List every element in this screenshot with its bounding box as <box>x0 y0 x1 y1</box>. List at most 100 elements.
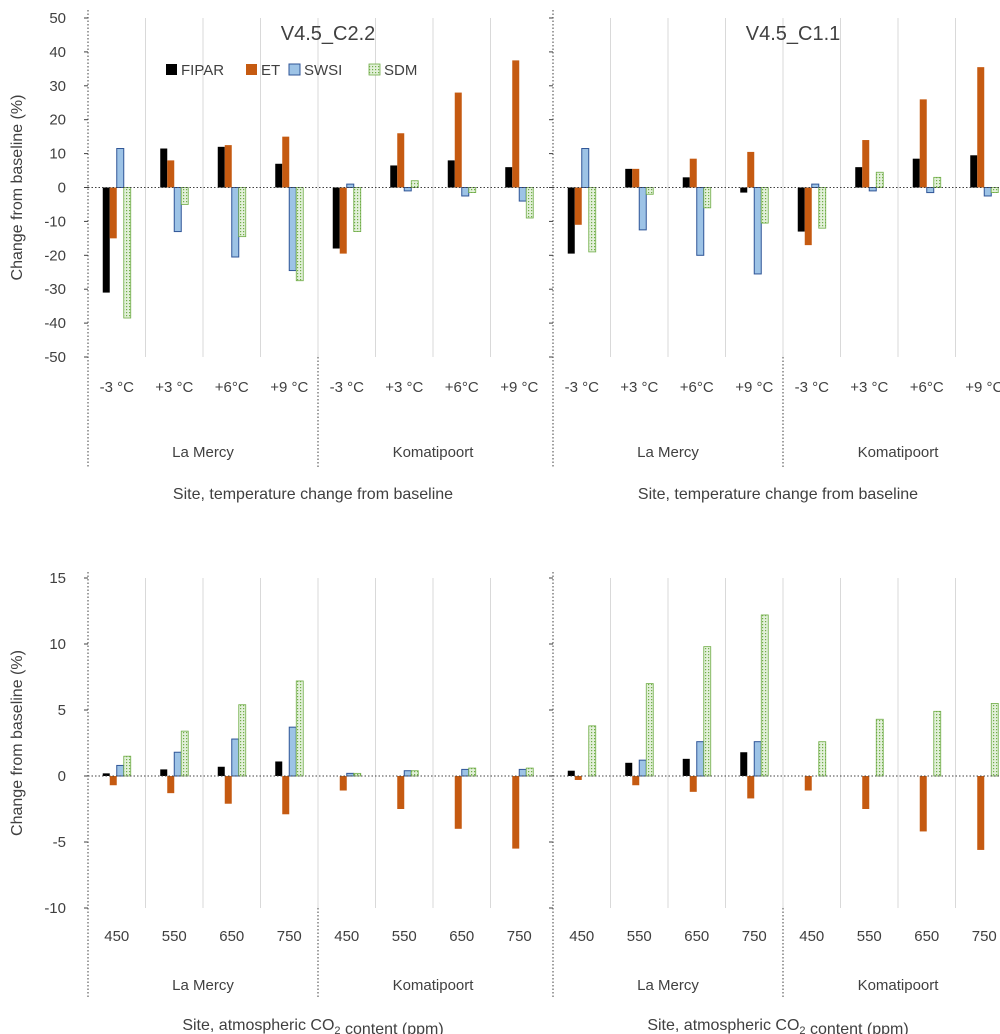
bar-et-7 <box>454 92 462 188</box>
bar-et-2 <box>632 168 640 188</box>
bar-et-3 <box>689 776 697 792</box>
bar-swsi-3 <box>696 741 705 777</box>
bar-fipar-4 <box>740 752 748 776</box>
bar-swsi-2 <box>173 751 182 777</box>
bar-et-6 <box>397 133 405 188</box>
bar-swsi-3 <box>231 187 240 258</box>
x-category-label: 750 <box>742 928 767 945</box>
x-category-label: -3 °C <box>795 379 830 396</box>
x-category-label: 650 <box>684 928 709 945</box>
x-category-label: 550 <box>162 928 187 945</box>
chart-title: V4.5_C1.1 <box>746 23 841 45</box>
bar-et-3 <box>224 776 232 804</box>
x-axis-label: Site, atmospheric CO2 content (ppm) <box>647 1017 908 1034</box>
y-tick-label: 40 <box>49 44 66 61</box>
bar-sdm-5 <box>353 772 362 777</box>
bar-sdm-2 <box>645 187 654 195</box>
bar-fipar-2 <box>625 762 633 776</box>
bar-et-1 <box>109 776 117 786</box>
legend-swatch-sdm <box>368 63 381 76</box>
bar-swsi-2 <box>173 187 182 233</box>
bar-swsi-4 <box>288 187 297 272</box>
bar-swsi-6 <box>868 187 877 192</box>
x-axis-label: Site, temperature change from baseline <box>173 486 453 503</box>
bar-fipar-3 <box>217 146 225 188</box>
bar-sdm-4 <box>295 680 304 777</box>
bar-fipar-4 <box>275 761 283 776</box>
y-tick-label: -20 <box>44 247 66 264</box>
bar-swsi-5 <box>346 183 355 189</box>
bar-et-1 <box>574 776 582 780</box>
bar-swsi-8 <box>518 768 527 777</box>
bar-swsi-4 <box>753 187 762 275</box>
bar-sdm-6 <box>875 171 884 188</box>
bar-fipar-4 <box>275 163 283 188</box>
bar-fipar-1 <box>102 773 110 776</box>
x-category-label: +6°C <box>680 379 714 396</box>
x-category-label: -3 °C <box>100 379 135 396</box>
x-group-label: La Mercy <box>637 444 699 461</box>
bar-fipar-2 <box>160 148 168 188</box>
bar-swsi-4 <box>288 726 297 777</box>
x-group-label: La Mercy <box>172 977 234 994</box>
bar-sdm-8 <box>990 187 999 193</box>
y-tick-label: 20 <box>49 112 66 129</box>
x-category-label: +9 °C <box>270 379 308 396</box>
x-category-label: -3 °C <box>565 379 600 396</box>
x-category-label: 550 <box>392 928 417 945</box>
x-axis-label: Site, temperature change from baseline <box>638 486 918 503</box>
bar-sdm-5 <box>353 187 362 232</box>
y-tick-label: 0 <box>58 768 66 785</box>
x-category-label: -3 °C <box>330 379 365 396</box>
bar-swsi-3 <box>231 738 240 777</box>
x-category-label: +3 °C <box>850 379 888 396</box>
x-category-label: 450 <box>104 928 129 945</box>
y-tick-label: -5 <box>53 834 66 851</box>
x-category-label: +9 °C <box>735 379 773 396</box>
bar-sdm-2 <box>180 730 189 777</box>
bar-fipar-6 <box>855 167 863 188</box>
bar-fipar-2 <box>160 769 168 776</box>
bar-sdm-7 <box>468 767 477 777</box>
x-category-label: +3 °C <box>155 379 193 396</box>
legend-label-swsi: SWSI <box>304 62 342 79</box>
bar-et-4 <box>282 136 290 188</box>
x-category-label: +3 °C <box>385 379 423 396</box>
x-group-label: La Mercy <box>172 444 234 461</box>
bar-et-4 <box>747 151 755 188</box>
legend: FIPAR ET SWSI SDM <box>166 62 417 79</box>
bar-sdm-5 <box>818 187 827 229</box>
bar-et-8 <box>512 776 520 849</box>
bar-swsi-4 <box>753 741 762 777</box>
bar-fipar-8 <box>970 155 978 188</box>
bar-et-7 <box>454 776 462 829</box>
bar-fipar-5 <box>332 187 340 249</box>
bar-swsi-5 <box>811 183 820 189</box>
bar-sdm-3 <box>703 646 712 777</box>
bar-swsi-6 <box>403 770 412 777</box>
bar-sdm-4 <box>760 614 769 777</box>
bar-fipar-7 <box>447 160 455 188</box>
x-category-label: 550 <box>857 928 882 945</box>
legend-label-et: ET <box>261 62 280 79</box>
bar-et-2 <box>167 160 175 188</box>
bar-fipar-6 <box>390 165 398 188</box>
bar-sdm-6 <box>410 180 419 188</box>
bar-sdm-3 <box>238 187 247 238</box>
bar-sdm-6 <box>875 718 884 777</box>
bar-swsi-7 <box>461 768 470 777</box>
bar-et-2 <box>632 776 640 786</box>
bar-fipar-2 <box>625 168 633 188</box>
bar-swsi-8 <box>518 187 527 202</box>
x-category-label: +9 °C <box>500 379 538 396</box>
x-category-label: +6°C <box>445 379 479 396</box>
bar-et-8 <box>977 67 985 188</box>
x-category-label: 650 <box>449 928 474 945</box>
bar-sdm-1 <box>123 187 132 319</box>
x-category-label: 450 <box>569 928 594 945</box>
bar-sdm-7 <box>933 176 942 188</box>
chart-panel-3: -10 -5 0 5 10 15 450 550 650 750 450 550 650 750 La Me… <box>9 570 548 1034</box>
bar-sdm-8 <box>990 703 999 777</box>
bar-sdm-5 <box>818 741 827 777</box>
bar-sdm-4 <box>295 187 304 282</box>
